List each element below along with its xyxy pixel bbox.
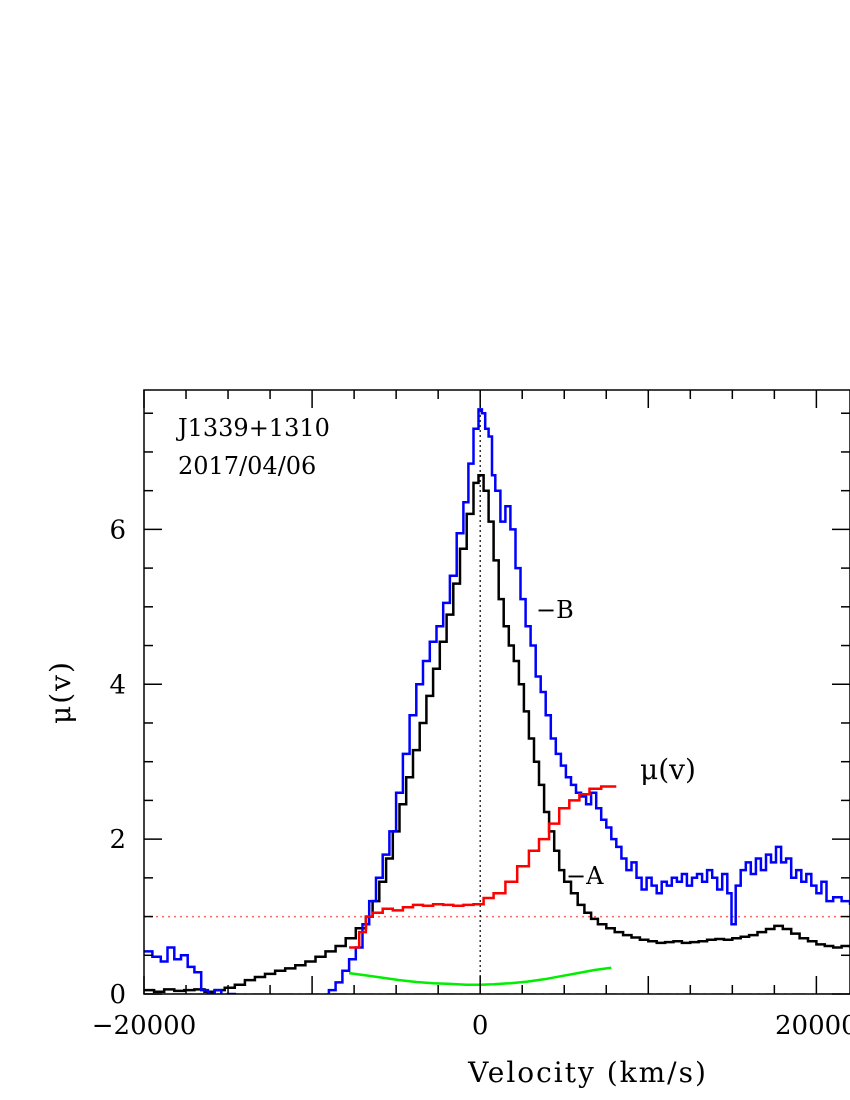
series-B-line	[144, 408, 850, 994]
x-tick-label: 0	[472, 1011, 489, 1041]
axis-ticks	[143, 390, 850, 995]
y-axis-label: μ(v)	[44, 660, 77, 724]
x-axis-label: Velocity (km/s)	[467, 1056, 708, 1089]
y-tick-label: 6	[109, 515, 126, 545]
series-mu-label: μ(v)	[640, 753, 696, 786]
series-A-line	[144, 473, 850, 993]
object-name-annotation: J1339+1310	[175, 414, 330, 442]
plot-frame	[143, 389, 850, 995]
series-mu-line	[349, 785, 617, 949]
y-tick-label: 4	[109, 670, 126, 700]
y-tick-label: 2	[109, 825, 126, 855]
reference-lines	[144, 390, 850, 994]
y-tick-label: 0	[109, 980, 126, 1010]
x-tick-label: −20000	[92, 1011, 197, 1041]
series-B-label: −B	[536, 596, 574, 624]
series-A-label: −A	[566, 862, 604, 890]
date-annotation: 2017/04/06	[178, 452, 316, 480]
x-tick-label: 20000	[775, 1011, 850, 1041]
